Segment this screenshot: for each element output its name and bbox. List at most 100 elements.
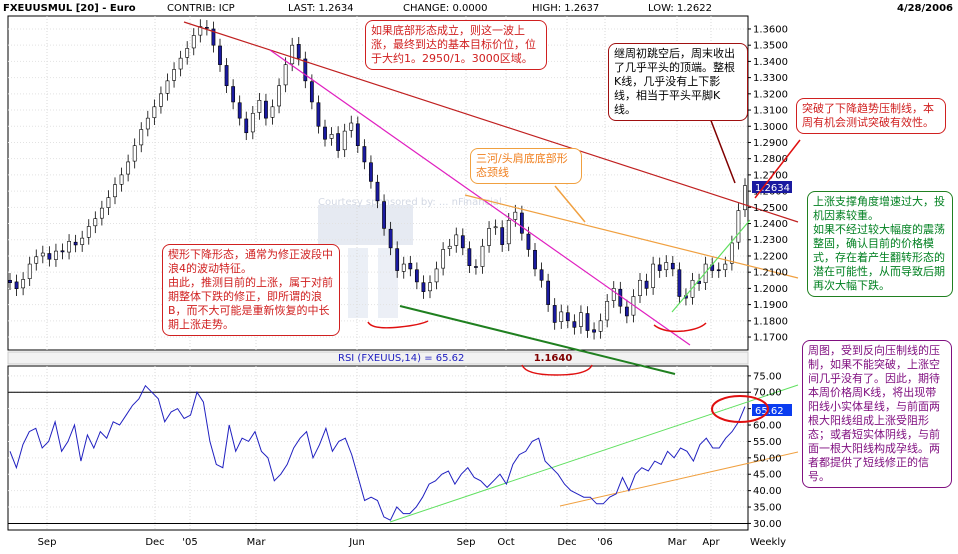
- candle-up: [598, 320, 603, 332]
- bracket-right: [653, 322, 707, 333]
- candle-up: [178, 57, 183, 70]
- annotation-breakout: 突破了下降趋势压制线，本周有机会测试突破有效性。: [796, 98, 946, 134]
- candle-down: [309, 81, 314, 103]
- axis-layer: Sep Dec '05 Mar Jun Sep Oct Dec '06 Mar Apr Weekly 1…: [38, 24, 788, 548]
- candle-up: [21, 279, 26, 289]
- candle-down: [362, 146, 367, 163]
- candle-down: [388, 228, 393, 249]
- wedge-line-magenta: [269, 49, 691, 346]
- candle-up: [152, 106, 157, 118]
- candle-down: [474, 266, 478, 268]
- candle-down: [546, 280, 551, 305]
- candle-up: [67, 241, 71, 253]
- x-tick-label: Dec: [145, 537, 164, 548]
- rsi-y-label: 60.00: [753, 421, 782, 432]
- candle-up: [611, 288, 616, 301]
- candle-up: [329, 134, 334, 139]
- x-tick-label: Sep: [38, 537, 57, 548]
- rsi-y-label: 75.00: [753, 371, 782, 382]
- candle-down: [408, 262, 413, 270]
- trend-layer: [183, 21, 799, 523]
- neckline-orange: [464, 194, 799, 279]
- price-last-text: 1.2634: [755, 183, 790, 194]
- candle-up: [283, 64, 288, 86]
- rsi-y-label: 50.00: [753, 453, 782, 464]
- candle-down: [644, 280, 649, 289]
- candle-up: [250, 112, 255, 133]
- candle-down: [414, 269, 419, 283]
- support-line-green: [399, 305, 676, 375]
- candle-down: [519, 212, 524, 234]
- x-tick-label: Dec: [557, 537, 576, 548]
- bracket-bottom: [521, 364, 593, 376]
- candle-down: [657, 264, 662, 271]
- watermark-text: Courtesy sponsored by: ... nFinancial: [318, 197, 502, 208]
- uptrend-line-green: [671, 219, 751, 313]
- candle-down: [585, 313, 590, 331]
- x-tick-label: Mar: [247, 537, 267, 548]
- candle-down: [382, 201, 386, 229]
- candle-up: [139, 129, 144, 146]
- candle-down: [231, 86, 236, 103]
- rsi-y-label: 40.00: [753, 486, 782, 497]
- candle-down: [264, 100, 268, 119]
- rsi-uptrend-line: [389, 384, 799, 523]
- price-y-label: 1.2900: [753, 138, 788, 149]
- candle-down: [316, 102, 321, 127]
- price-y-label: 1.2500: [753, 203, 788, 214]
- header-contrib: CONTRIB: ICP: [167, 3, 235, 14]
- low-mark-label: 1.1640: [534, 353, 573, 364]
- x-tick-label: Mar: [668, 537, 688, 548]
- candle-up: [113, 184, 117, 198]
- candle-up: [93, 218, 98, 227]
- candle-up: [191, 35, 196, 49]
- candle-down: [303, 58, 308, 82]
- candle-down: [375, 181, 380, 202]
- header-high: HIGH: 1.2637: [532, 3, 599, 14]
- candle-up: [270, 106, 275, 118]
- candle-down: [624, 306, 629, 317]
- candle-up: [106, 197, 111, 208]
- candle-up: [27, 263, 32, 279]
- candle-up: [487, 228, 491, 246]
- price-y-label: 1.3500: [753, 41, 788, 52]
- candle-up: [34, 256, 39, 264]
- candle-up: [99, 207, 104, 219]
- price-y-label: 1.1700: [753, 333, 788, 344]
- arrow-neckline: [554, 185, 586, 223]
- rsi-y-label: 70.00: [753, 388, 782, 399]
- rsi-title-bar: [7, 351, 749, 365]
- candle-up: [277, 85, 281, 107]
- bracket-left: [367, 320, 429, 329]
- candle-down: [14, 281, 19, 290]
- header-bar: [0, 0, 958, 14]
- resistance-line-red: [183, 21, 799, 223]
- candle-down: [460, 235, 465, 249]
- candle-up: [428, 282, 432, 292]
- candle-down: [323, 126, 327, 140]
- candle-down: [395, 248, 400, 271]
- candle-down: [670, 262, 675, 270]
- candle-down: [244, 118, 249, 134]
- price-y-label: 1.2100: [753, 268, 788, 279]
- candle-up: [559, 311, 564, 322]
- x-tick-label: '06: [597, 537, 612, 548]
- rsi-y-label: 30.00: [753, 519, 782, 530]
- rsi-highlight-ellipse: [711, 395, 769, 423]
- price-y-label: 1.1900: [753, 300, 788, 311]
- candle-down: [355, 123, 360, 147]
- candle-down: [47, 253, 52, 260]
- candle-up: [480, 245, 485, 267]
- rsi-y-label: 35.00: [753, 503, 782, 514]
- rsi-y-label: 55.00: [753, 437, 782, 448]
- candle-up: [506, 219, 511, 245]
- candle-up: [198, 26, 203, 36]
- candle-up: [664, 262, 669, 271]
- candle-down: [572, 321, 577, 328]
- rsi-line: [9, 384, 746, 521]
- annotation-rsi: 周图，受到反向压制线的压制，如果不能突破，上涨空间几乎没有了。因此，期待本周价格…: [802, 340, 952, 488]
- rsi-y-label: 45.00: [753, 470, 782, 481]
- annotation-neckline: 三河/头肩底底部形态颈线: [470, 148, 582, 184]
- candle-down: [716, 269, 721, 272]
